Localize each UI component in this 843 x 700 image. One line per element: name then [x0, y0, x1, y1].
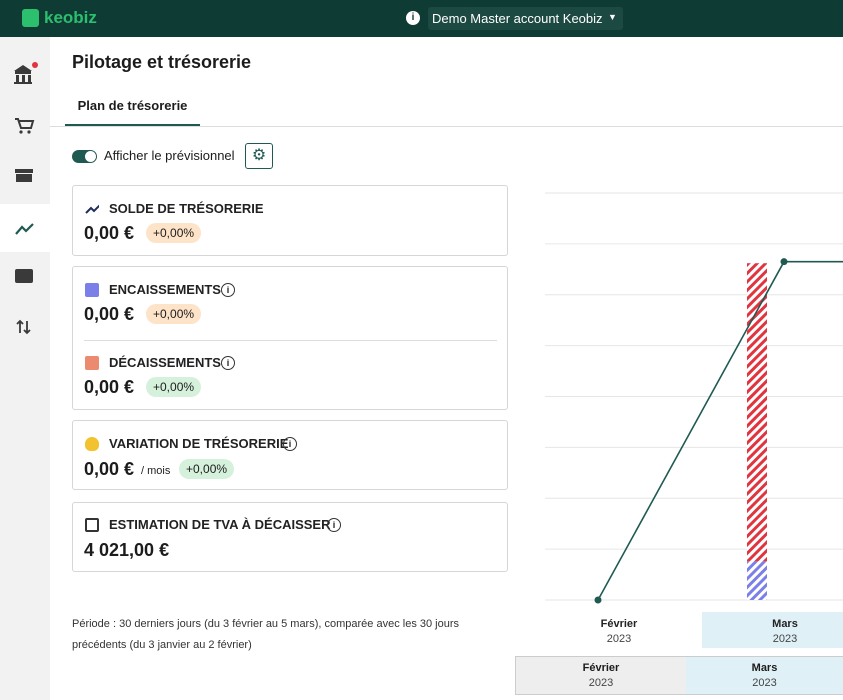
account-name: Demo Master account Keobiz: [432, 11, 603, 26]
active-nav: [0, 204, 50, 252]
period-cell[interactable]: Février 2023: [515, 656, 687, 695]
period-month: Février: [582, 662, 620, 674]
card-unit: / mois: [141, 465, 171, 477]
tab-divider: [50, 126, 843, 127]
badge: +0,00%: [146, 304, 202, 324]
out-icon: [85, 356, 99, 370]
card-title: ESTIMATION DE TVA À DÉCAISSER: [109, 517, 331, 532]
period-month: Mars: [751, 662, 778, 674]
sidebar: [0, 37, 50, 700]
nav-icons: [14, 62, 38, 335]
cart-icon[interactable]: [15, 118, 35, 129]
card-title: ENCAISSEMENTS: [109, 282, 221, 297]
line: [597, 261, 785, 601]
axis-highlight: [702, 612, 843, 648]
x-tick-label: Février: [601, 618, 638, 630]
info-icon[interactable]: i: [283, 437, 297, 451]
bank-icon[interactable]: [15, 71, 31, 74]
calc-icon: [85, 518, 99, 532]
divider: [84, 340, 497, 341]
info-icon[interactable]: i: [221, 356, 235, 370]
in-icon: [85, 283, 99, 297]
bar-segment: [747, 263, 767, 562]
badge: +0,00%: [146, 223, 202, 243]
period-cell[interactable]: Mars 2023: [686, 656, 843, 695]
settings-button[interactable]: ⚙: [245, 143, 273, 169]
contacts-icon[interactable]: [15, 269, 33, 283]
x-tick-label: Mars: [772, 618, 798, 630]
card: ENCAISSEMENTS i 0,00 € +0,00% DÉCAISSEME…: [72, 266, 508, 410]
chart-icon[interactable]: [15, 223, 34, 235]
x-tick-year: 2023: [773, 633, 797, 645]
card-title: SOLDE DE TRÉSORERIE: [109, 201, 264, 216]
transfer-icon[interactable]: [16, 319, 31, 335]
store-icon[interactable]: [15, 169, 33, 173]
info-icon[interactable]: i: [406, 11, 420, 25]
brand: keobiz: [44, 8, 97, 27]
bar-segment: [747, 561, 767, 600]
card-title: DÉCAISSEMENTS: [109, 355, 221, 370]
info-icon[interactable]: i: [221, 283, 235, 297]
caret: ▼: [608, 12, 617, 22]
toggle-label: Afficher le prévisionnel: [104, 148, 235, 163]
x-tick-year: 2023: [607, 633, 631, 645]
trend-icon: [85, 204, 99, 214]
toggle[interactable]: [72, 150, 97, 163]
chart: Février 2023 Mars 2023: [545, 192, 843, 648]
card-value: 0,00 €: [84, 377, 135, 397]
badge: +0,00%: [146, 377, 202, 397]
card-value: 0,00 €: [84, 459, 135, 479]
info-icon[interactable]: i: [327, 518, 341, 532]
card: SOLDE DE TRÉSORERIE 0,00 € +0,00%: [72, 185, 508, 256]
account-select[interactable]: Demo Master account Keobiz ▼: [428, 7, 623, 30]
footer-text: Période : 30 derniers jours (du 3 févrie…: [72, 618, 460, 630]
flame-icon: [85, 437, 99, 451]
card-value: 0,00 €: [84, 223, 135, 243]
card: ESTIMATION DE TVA À DÉCAISSER i 4 021,00…: [72, 502, 508, 572]
footer-text: précédents (du 3 janvier au 2 février): [72, 639, 252, 651]
period-year: 2023: [752, 677, 777, 689]
card-value: 4 021,00 €: [84, 540, 170, 560]
logo-icon: [22, 9, 39, 27]
period-year: 2023: [588, 677, 614, 689]
card: VARIATION DE TRÉSORERIE i 0,00 € / mois …: [72, 420, 508, 490]
top-bar: keobiz i Demo Master account Keobiz ▼: [0, 0, 843, 37]
card-title: VARIATION DE TRÉSORERIE: [109, 436, 289, 451]
tab[interactable]: Plan de trésorerie: [65, 92, 200, 126]
page-title: Pilotage et trésorerie: [72, 52, 252, 72]
point: [594, 596, 602, 604]
badge: +0,00%: [179, 459, 235, 479]
card-value: 0,00 €: [84, 304, 135, 324]
